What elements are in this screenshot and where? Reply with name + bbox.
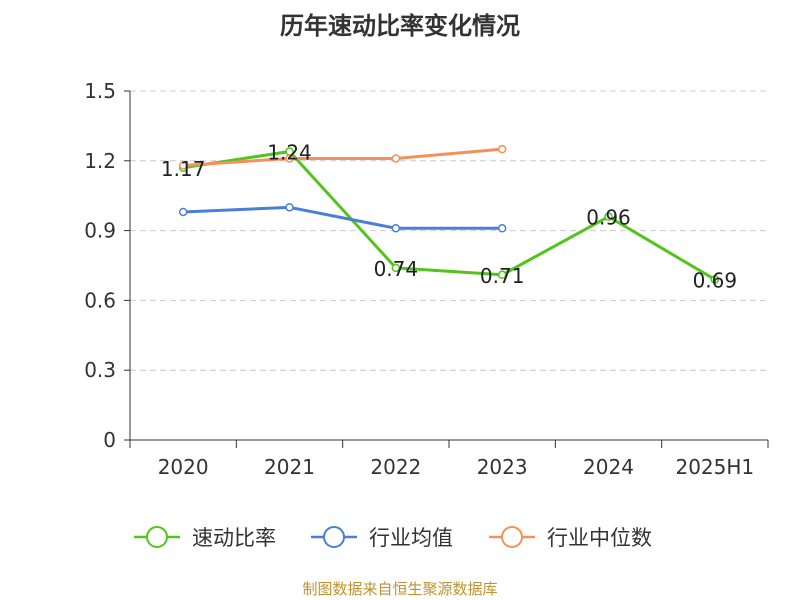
legend[interactable]: 速动比率 行业均值 行业中位数	[134, 526, 652, 550]
legend-circle-icon	[323, 526, 345, 548]
data-point	[604, 212, 613, 221]
data-label: 0.74	[374, 257, 419, 281]
data-point	[391, 263, 401, 273]
x-tick-label: 2022	[370, 455, 421, 479]
series-lines	[178, 144, 720, 284]
legend-item[interactable]: 行业中位数	[489, 526, 652, 550]
y-tick-label: 0.9	[84, 219, 116, 243]
chart-title: 历年速动比率变化情况	[280, 12, 520, 40]
y-tick-label: 0	[103, 428, 116, 452]
data-label: 1.17	[161, 157, 206, 181]
source-note: 制图数据来自恒生聚源数据库	[302, 580, 498, 598]
data-label: 1.24	[267, 140, 312, 164]
series-line	[182, 149, 716, 281]
data-point	[497, 270, 507, 280]
data-point	[178, 207, 188, 217]
legend-circle-icon	[146, 526, 168, 548]
y-tick-label: 1.2	[84, 149, 116, 173]
axes: 0 0.3 0.6 0.9 1.2 1.5 2020 2021 2022 2023 2024 2025…	[84, 79, 769, 479]
y-tick-label: 0.6	[84, 288, 116, 312]
legend-label: 速动比率	[192, 526, 276, 550]
data-point	[497, 144, 507, 154]
data-point	[497, 224, 507, 233]
legend-item[interactable]: 行业均值	[311, 526, 453, 550]
data-point	[710, 275, 720, 284]
x-tick-label: 2020	[158, 455, 209, 479]
grid-lines	[130, 90, 768, 371]
x-tick-label: 2023	[477, 455, 528, 479]
y-tick-label: 1.5	[84, 79, 116, 103]
series-line	[183, 205, 503, 230]
series-line	[183, 147, 503, 167]
x-tick-label: 2024	[583, 455, 634, 479]
data-point	[391, 224, 401, 233]
data-point	[178, 161, 188, 170]
legend-circle-icon	[501, 526, 523, 548]
y-tick-label: 0.3	[84, 358, 116, 382]
data-label: 0.71	[480, 264, 525, 288]
data-label: 0.96	[586, 206, 631, 230]
x-tick-label: 2025H1	[675, 455, 754, 479]
data-point	[285, 154, 294, 163]
data-labels: 1.17 1.24 0.74 0.71 0.96 0.69	[161, 140, 737, 292]
data-point	[285, 203, 294, 212]
legend-item[interactable]: 速动比率	[134, 526, 276, 550]
data-label: 0.69	[693, 268, 738, 292]
data-point	[391, 154, 401, 163]
x-tick-label: 2021	[264, 455, 315, 479]
legend-label: 行业中位数	[547, 526, 652, 550]
legend-label: 行业均值	[369, 526, 453, 550]
